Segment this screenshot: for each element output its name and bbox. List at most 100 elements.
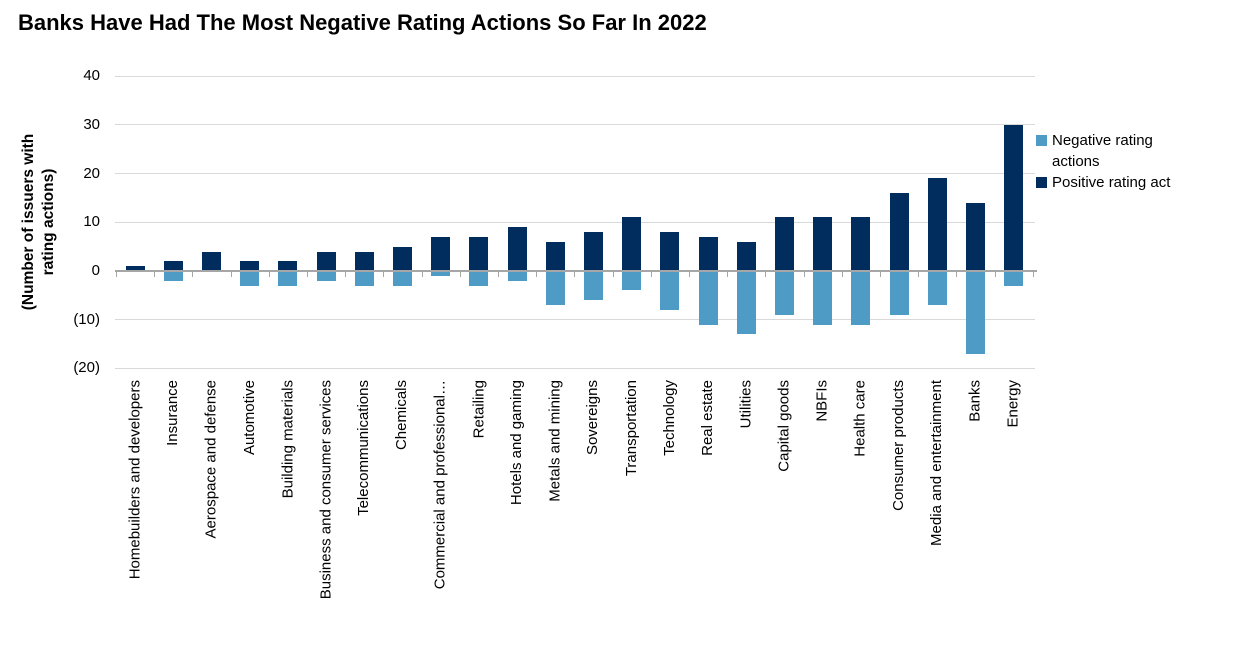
y-tick-label: 20: [83, 164, 100, 182]
legend-marker-icon: [1036, 177, 1047, 188]
bar-positive: [1004, 124, 1024, 271]
bar-negative: [316, 271, 336, 281]
bar-negative: [278, 271, 298, 286]
bar-positive: [393, 246, 412, 271]
legend-item: Negative rating actions: [1036, 130, 1249, 172]
x-axis-line: [115, 270, 1037, 272]
x-axis-label: Chemicals: [393, 380, 411, 451]
y-tick-label: 10: [83, 213, 100, 231]
bar-negative: [660, 271, 680, 310]
x-axis-tick: [498, 272, 499, 277]
bar-positive: [775, 217, 794, 271]
bar-positive: [125, 266, 145, 271]
bar-positive: [431, 236, 451, 271]
bar-negative: [163, 271, 183, 281]
bar-positive: [507, 227, 527, 271]
x-axis-tick: [459, 272, 461, 277]
x-axis-label: Energy: [1004, 380, 1022, 428]
x-axis-tick: [689, 272, 690, 277]
bar-positive: [469, 236, 489, 271]
y-tick-label: 30: [83, 115, 100, 133]
bar-negative: [545, 271, 565, 306]
gridline: [115, 221, 1035, 223]
y-axis-title-line1: (Number of issuers with: [20, 133, 37, 311]
x-axis-label: Commercial and professional…: [431, 380, 449, 590]
x-axis-tick: [994, 272, 996, 277]
x-axis-label: Business and consumer services: [317, 380, 335, 600]
bar-negative: [622, 271, 642, 291]
bar-positive: [736, 241, 756, 271]
bar-positive: [927, 178, 947, 271]
bar-positive: [354, 251, 374, 271]
bar-positive: [851, 217, 871, 271]
bar-negative: [813, 271, 833, 325]
x-axis-label: Real estate: [699, 380, 717, 456]
bar-positive: [660, 232, 680, 271]
y-tick-label: 0: [91, 262, 100, 279]
x-axis-tick: [574, 272, 576, 277]
x-axis-tick: [116, 272, 117, 277]
gridline: [115, 319, 1035, 321]
x-axis-tick: [650, 272, 652, 277]
x-axis-label: Transportation: [622, 380, 640, 477]
y-tick-label: (10): [73, 310, 100, 328]
legend: Negative rating actions Positive rating a…: [1036, 130, 1249, 193]
bar-negative: [431, 271, 451, 276]
x-axis-tick: [307, 272, 308, 277]
legend-label: Positive rating act: [1052, 174, 1171, 191]
x-axis-label: Hotels and gaming: [508, 380, 526, 506]
chart-title: Banks Have Had The Most Negative Rating …: [18, 10, 707, 35]
gridline: [115, 75, 1035, 77]
bar-positive: [813, 217, 833, 271]
bar-negative: [393, 271, 412, 286]
x-axis-label: Media and entertainment: [928, 380, 946, 546]
x-axis-tick: [230, 272, 232, 277]
x-axis-tick: [536, 272, 538, 277]
x-axis-tick: [880, 272, 881, 277]
x-axis-label: Automotive: [240, 380, 258, 456]
x-axis-tick: [421, 272, 423, 277]
bar-positive: [622, 217, 642, 271]
x-axis-label: Building materials: [278, 380, 296, 499]
x-axis-tick: [154, 272, 156, 277]
bar-negative: [507, 271, 527, 281]
x-axis-label: NBFIs: [813, 380, 831, 422]
bar-positive: [240, 261, 260, 271]
x-axis-label: Telecommunications: [355, 380, 373, 516]
bar-negative: [736, 271, 756, 335]
x-axis-label: Capital goods: [775, 380, 793, 472]
bar-negative: [240, 271, 260, 286]
x-axis-tick: [956, 272, 958, 277]
bar-positive: [316, 251, 336, 271]
x-axis-tick: [918, 272, 920, 277]
x-axis-label: Consumer products: [890, 380, 908, 511]
x-axis-tick: [268, 272, 270, 277]
x-axis-tick: [765, 272, 767, 277]
bar-negative: [966, 271, 985, 354]
x-axis-tick: [345, 272, 347, 277]
legend-marker-icon: [1036, 135, 1047, 146]
bar-negative: [775, 271, 794, 315]
x-axis-tick: [1032, 272, 1034, 277]
bar-positive: [966, 202, 985, 271]
bar-negative: [698, 271, 718, 325]
bar-positive: [202, 251, 221, 271]
bar-negative: [1004, 271, 1024, 286]
x-axis-tick: [383, 272, 385, 277]
x-axis-label: Banks: [966, 380, 984, 422]
x-axis-label: Sovereigns: [584, 380, 602, 456]
bar-positive: [889, 193, 909, 271]
x-axis-label: Aerospace and defense: [202, 380, 220, 539]
x-axis-label: Utilities: [737, 380, 755, 429]
bar-positive: [163, 261, 183, 271]
bar-negative: [889, 271, 909, 315]
y-tick-label: (20): [73, 359, 100, 377]
y-tick-label: 40: [83, 67, 100, 85]
x-axis-tick: [192, 272, 194, 277]
gridline: [115, 367, 1035, 369]
bar-positive: [545, 241, 565, 271]
x-axis-label: Homebuilders and developers: [126, 380, 144, 580]
bar-negative: [851, 271, 871, 325]
x-axis-label: Health care: [851, 380, 869, 457]
